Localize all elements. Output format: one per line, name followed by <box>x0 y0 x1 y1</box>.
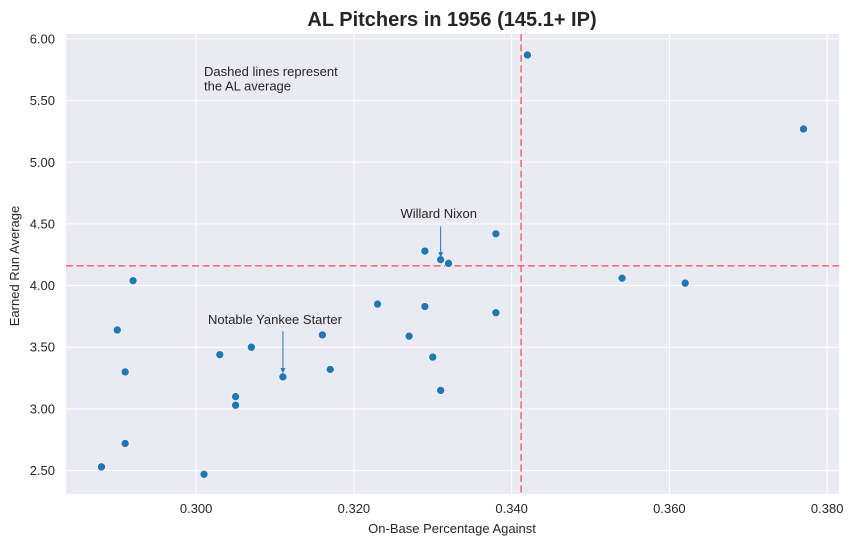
data-point <box>420 302 430 311</box>
y-tick-label: 5.50 <box>30 93 55 108</box>
annotation-note: the AL average <box>204 79 291 94</box>
reference-lines <box>66 34 839 494</box>
data-points <box>97 50 808 479</box>
data-point <box>278 372 288 382</box>
data-point <box>444 259 453 268</box>
annotation-note: Dashed lines represent <box>204 64 338 79</box>
x-tick-label: 0.360 <box>653 501 686 516</box>
data-point <box>523 50 532 60</box>
x-tick-label: 0.300 <box>180 501 213 516</box>
chart-title: AL Pitchers in 1956 (145.1+ IP) <box>307 9 596 31</box>
y-tick-label: 3.00 <box>30 401 55 416</box>
data-point <box>247 342 256 352</box>
x-axis-label: On-Base Percentage Against <box>368 521 536 536</box>
grid-lines <box>66 34 839 494</box>
y-axis-label: Earned Run Average <box>7 206 22 326</box>
x-tick-label: 0.380 <box>811 501 844 516</box>
data-point <box>120 439 130 448</box>
data-point <box>231 392 240 401</box>
data-point <box>799 124 808 134</box>
x-tick-label: 0.340 <box>495 501 528 516</box>
y-tick-label: 6.00 <box>30 31 55 46</box>
data-point <box>199 469 209 479</box>
data-point <box>120 367 130 377</box>
data-point <box>436 386 445 395</box>
x-tick-label: 0.320 <box>338 501 371 516</box>
annotation-label: Willard Nixon <box>400 206 477 221</box>
data-point <box>373 299 382 309</box>
data-point <box>318 330 327 340</box>
data-point <box>420 246 430 256</box>
data-point <box>404 331 414 341</box>
tick-labels: 0.300 0.320 0.340 0.360 0.380 2.50 3.00 3.50 4.0… <box>30 31 844 516</box>
annotation-label: Notable Yankee Starter <box>208 312 343 327</box>
data-point <box>680 278 690 288</box>
data-point <box>617 273 627 283</box>
data-point <box>491 308 501 318</box>
data-point <box>128 276 138 285</box>
annotation-arrowhead <box>280 368 286 374</box>
data-point <box>112 325 122 335</box>
data-point <box>231 400 240 410</box>
data-point <box>428 352 438 362</box>
data-point <box>491 229 501 239</box>
y-tick-label: 3.50 <box>30 340 55 355</box>
data-point <box>97 462 106 472</box>
annotation-arrowhead <box>438 252 444 258</box>
data-point <box>325 365 335 374</box>
y-tick-label: 2.50 <box>30 463 55 478</box>
y-tick-label: 4.00 <box>30 278 55 293</box>
y-tick-label: 5.00 <box>30 155 55 170</box>
data-point <box>215 350 225 359</box>
y-tick-label: 4.50 <box>30 216 55 231</box>
